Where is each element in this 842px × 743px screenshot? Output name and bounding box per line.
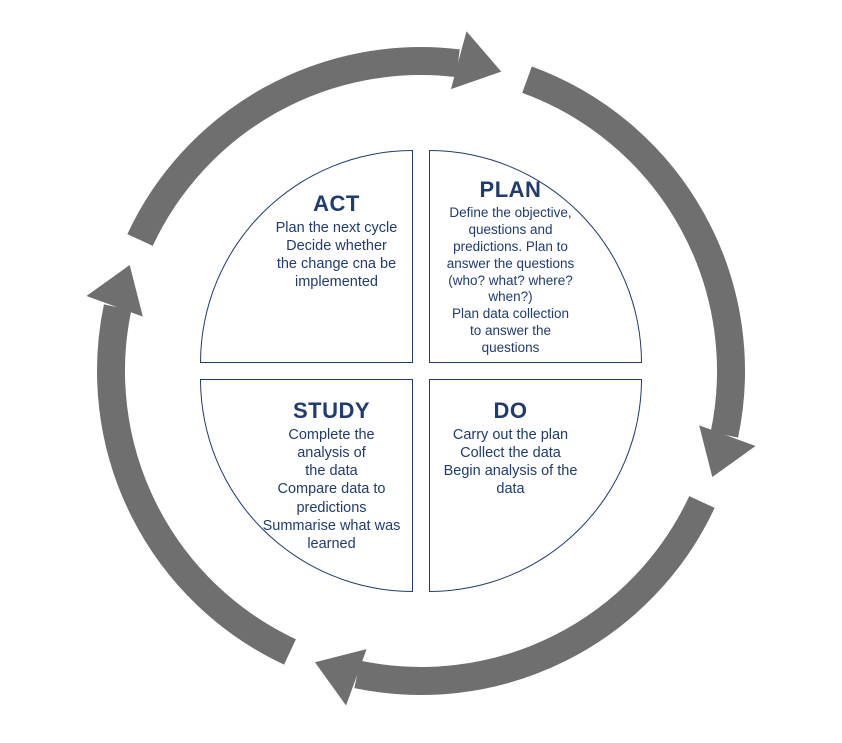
quadrant-act-title: ACT (271, 191, 402, 217)
cycle-arrow-head (451, 31, 501, 89)
quadrant-do-body: Carry out the plan Collect the data Begi… (440, 426, 581, 499)
quadrant-do-title: DO (440, 398, 581, 424)
quadrant-study-title: STUDY (261, 398, 402, 424)
quadrant-study-body: Complete the analysis of the data Compar… (261, 426, 402, 553)
cycle-arrows (0, 0, 842, 743)
quadrant-act-body: Plan the next cycle Decide whether the c… (271, 219, 402, 292)
pdsa-diagram: ACT Plan the next cycle Decide whether t… (0, 0, 842, 743)
quadrant-plan-body: Define the objective, questions and pred… (440, 205, 581, 357)
